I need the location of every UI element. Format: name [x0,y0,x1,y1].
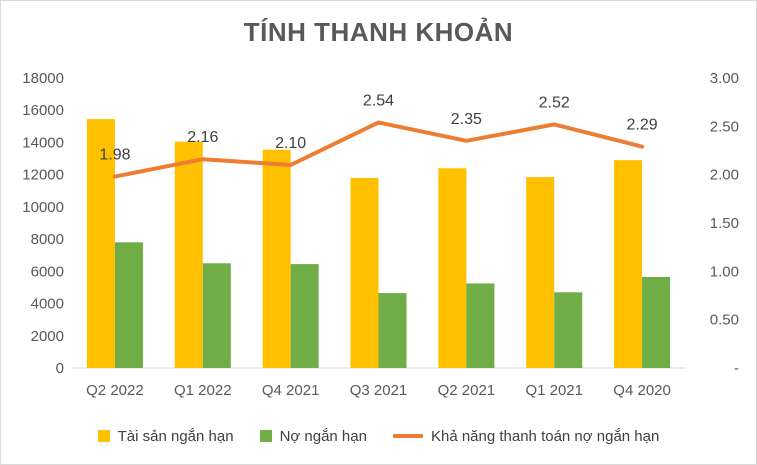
left-axis-tick-label: 18000 [22,70,64,87]
ratio-data-label: 2.10 [275,135,306,152]
ratio-data-label: 2.52 [539,94,570,111]
bar-assets [262,149,291,368]
bar-liabilities [554,292,583,368]
right-axis-tick-label: - [734,360,739,377]
ratio-data-label: 2.16 [187,129,218,146]
right-axis-tick-label: 2.00 [710,167,739,184]
line-ratio [112,120,645,179]
x-axis-tick-label: Q3 2021 [350,382,408,399]
x-axis-tick-label: Q1 2022 [174,382,232,399]
left-axis-tick-label: 12000 [22,167,64,184]
left-axis-tick-label: 16000 [22,102,64,119]
legend-label-assets: Tài sản ngắn hạn [117,427,234,445]
bar-assets [526,177,555,368]
bar-liabilities [290,264,319,368]
left-axis-tick-label: 14000 [22,134,64,151]
legend-label-liabilities: Nợ ngắn hạn [279,427,367,445]
right-axis-tick-label: 3.00 [710,70,739,87]
bar-assets [350,177,379,368]
bar-liabilities [466,283,495,368]
legend-swatch-ratio [392,434,423,438]
left-axis-tick-label: 2000 [31,328,64,345]
legend-swatch-liabilities [259,430,272,442]
bar-liabilities [202,263,231,368]
right-axis-tick-label: 1.50 [710,215,739,232]
bar-assets [614,160,643,368]
chart-legend: Tài sản ngắn hạn Nợ ngắn hạn Khả năng th… [1,425,756,447]
ratio-data-label: 1.98 [99,147,130,164]
bar-assets [86,119,115,368]
right-axis-tick-label: 0.50 [710,312,739,329]
chart-title: TÍNH THANH KHOẢN [243,17,514,47]
bar-assets [438,168,467,368]
x-axis-tick-label: Q2 2022 [86,382,144,399]
bar-liabilities [378,293,407,368]
ratio-data-label: 2.35 [451,111,482,128]
x-axis-tick-label: Q4 2021 [262,382,320,399]
left-axis-tick-label: 8000 [31,231,64,248]
x-axis-tick-label: Q2 2021 [438,382,496,399]
legend-label-ratio: Khả năng thanh toán nợ ngắn hạn [430,427,660,445]
left-axis-tick-label: 4000 [31,296,64,313]
legend-item-assets: Tài sản ngắn hạn [97,427,234,445]
bar-liabilities [114,242,143,368]
bar-liabilities [642,276,671,368]
legend-item-ratio: Khả năng thanh toán nợ ngắn hạn [392,427,660,445]
legend-swatch-assets [97,430,110,442]
left-axis-tick-label: 10000 [22,199,64,216]
left-axis-tick-label: 0 [56,360,64,377]
left-axis-tick-label: 6000 [31,263,64,280]
right-axis-tick-label: 2.50 [710,118,739,135]
bar-assets [174,141,203,368]
legend-item-liabilities: Nợ ngắn hạn [259,427,367,445]
x-axis-tick-label: Q4 2020 [613,382,671,399]
x-axis-tick-label: Q1 2021 [525,382,583,399]
ratio-data-label: 2.29 [627,117,658,134]
ratio-data-label: 2.54 [363,92,394,109]
right-axis-tick-label: 1.00 [710,263,739,280]
